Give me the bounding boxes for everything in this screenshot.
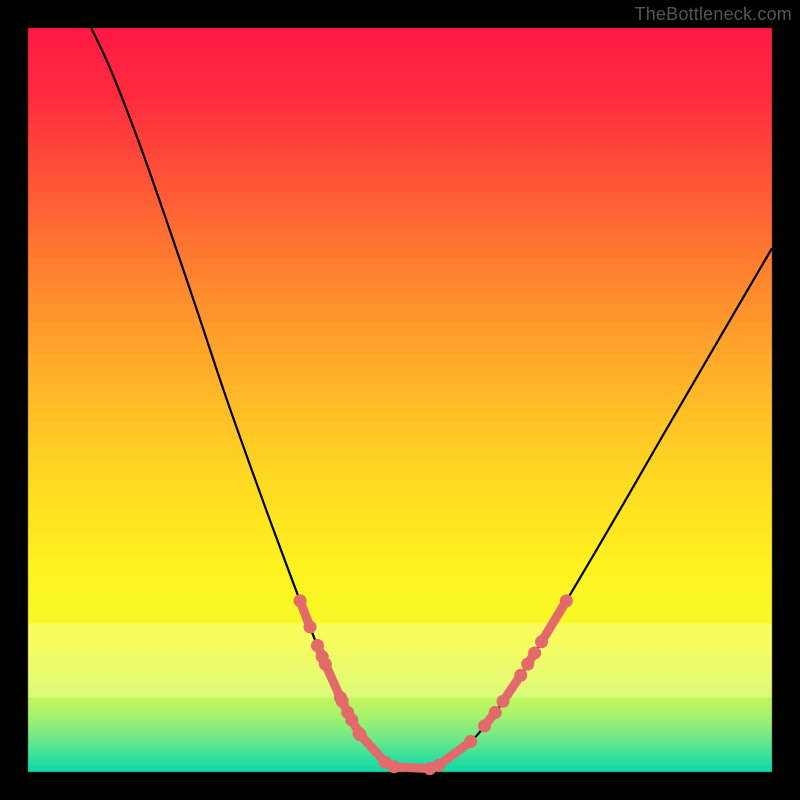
chart-root: TheBottleneck.com (0, 0, 800, 800)
chart-background (0, 0, 800, 800)
attribution-label: TheBottleneck.com (635, 4, 792, 25)
